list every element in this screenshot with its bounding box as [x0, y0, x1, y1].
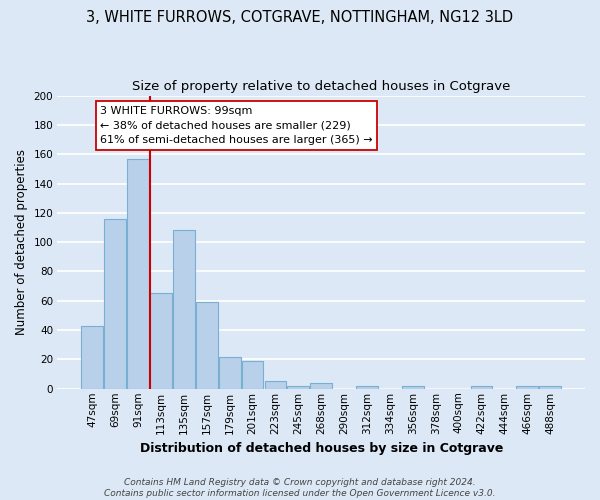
- Title: Size of property relative to detached houses in Cotgrave: Size of property relative to detached ho…: [132, 80, 511, 93]
- Bar: [242, 361, 263, 389]
- Bar: [150, 294, 172, 389]
- Bar: [287, 386, 309, 389]
- Bar: [127, 158, 149, 389]
- Bar: [310, 383, 332, 389]
- Bar: [539, 386, 561, 389]
- Bar: [517, 386, 538, 389]
- Bar: [196, 302, 218, 389]
- Y-axis label: Number of detached properties: Number of detached properties: [15, 149, 28, 335]
- Text: 3 WHITE FURROWS: 99sqm
← 38% of detached houses are smaller (229)
61% of semi-de: 3 WHITE FURROWS: 99sqm ← 38% of detached…: [100, 106, 373, 146]
- Bar: [219, 356, 241, 389]
- Bar: [104, 218, 126, 389]
- Bar: [470, 386, 493, 389]
- Bar: [265, 382, 286, 389]
- Bar: [82, 326, 103, 389]
- Text: 3, WHITE FURROWS, COTGRAVE, NOTTINGHAM, NG12 3LD: 3, WHITE FURROWS, COTGRAVE, NOTTINGHAM, …: [86, 10, 514, 25]
- Text: Contains HM Land Registry data © Crown copyright and database right 2024.
Contai: Contains HM Land Registry data © Crown c…: [104, 478, 496, 498]
- Bar: [402, 386, 424, 389]
- X-axis label: Distribution of detached houses by size in Cotgrave: Distribution of detached houses by size …: [140, 442, 503, 455]
- Bar: [173, 230, 195, 389]
- Bar: [356, 386, 378, 389]
